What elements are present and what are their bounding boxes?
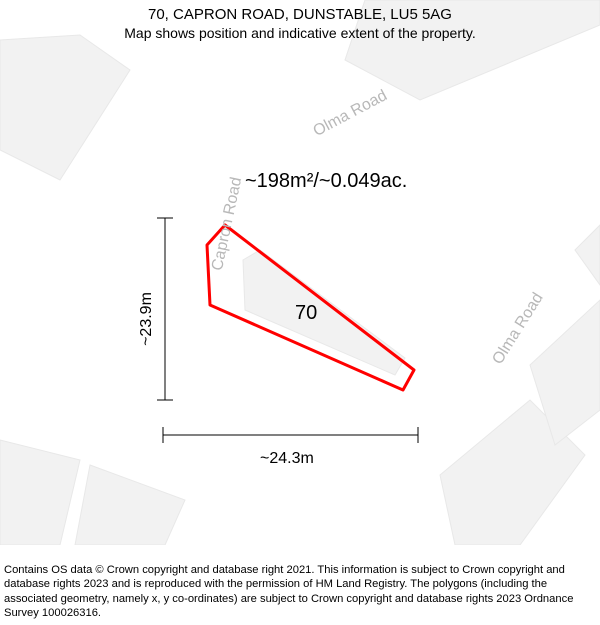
house-number: 70 <box>295 302 317 325</box>
footer-copyright: Contains OS data © Crown copyright and d… <box>4 563 596 621</box>
page-title: 70, CAPRON ROAD, DUNSTABLE, LU5 5AG <box>0 6 600 23</box>
header: 70, CAPRON ROAD, DUNSTABLE, LU5 5AG Map … <box>0 0 600 41</box>
dimension-horizontal-label: ~24.3m <box>260 450 314 468</box>
area-label: ~198m²/~0.049ac. <box>245 170 407 193</box>
map-canvas: Olma Road Olma Road Capron Road ~198m²/~… <box>0 0 600 545</box>
page-subtitle: Map shows position and indicative extent… <box>0 25 600 41</box>
dimension-vertical-label: ~23.9m <box>138 292 156 346</box>
